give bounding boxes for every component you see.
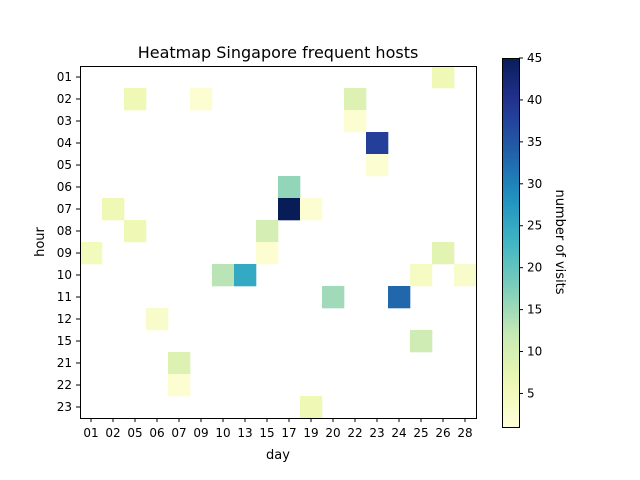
heatmap-cell: [80, 242, 103, 265]
x-tick-label: 15: [259, 426, 274, 440]
x-tick-label: 07: [171, 426, 186, 440]
x-tick-label: 05: [127, 426, 142, 440]
colorbar-tick-label: 30: [527, 177, 542, 191]
heatmap-cell: [432, 66, 455, 89]
colorbar-tick-label: 20: [527, 261, 542, 275]
heatmap-cell: [278, 198, 301, 221]
colorbar-gradient: [502, 58, 519, 427]
x-tick-label: 28: [457, 426, 472, 440]
heatmap-cell: [146, 308, 169, 331]
y-tick-label: 09: [57, 246, 72, 260]
x-tick-label: 13: [237, 426, 252, 440]
y-tick-label: 10: [57, 268, 72, 282]
heatmap-cell: [124, 88, 147, 111]
y-axis-label: hour: [33, 226, 48, 256]
chart-title: Heatmap Singapore frequent hosts: [138, 43, 419, 62]
colorbar-label: number of visits: [552, 189, 567, 294]
heatmap-cell: [432, 242, 455, 265]
colorbar-tick-label: 15: [527, 303, 542, 317]
heatmap-cell: [344, 88, 367, 111]
x-tick-label: 09: [193, 426, 208, 440]
heatmap-cell: [256, 220, 279, 243]
y-tick-label: 05: [57, 158, 72, 172]
heatmap-cell: [190, 88, 213, 111]
y-tick-label: 01: [57, 70, 72, 84]
y-tick-label: 04: [57, 136, 72, 150]
heatmap-cell: [366, 154, 389, 177]
colorbar-tick-label: 10: [527, 345, 542, 359]
heatmap-cell: [322, 286, 345, 309]
x-tick-label: 26: [435, 426, 450, 440]
y-tick-label: 15: [57, 334, 72, 348]
x-tick-label: 25: [413, 426, 428, 440]
y-tick-label: 06: [57, 180, 72, 194]
heatmap-cells: [80, 66, 477, 419]
y-tick-label: 08: [57, 224, 72, 238]
y-tick-label: 21: [57, 356, 72, 370]
y-tick-label: 11: [57, 290, 72, 304]
x-axis-ticks: 01 02 05 06 07 09 10 13 15 17 19 20 22 23 24 25 26 28: [83, 418, 473, 440]
colorbar-tick-label: 40: [527, 93, 542, 107]
x-tick-label: 17: [281, 426, 296, 440]
colorbar-frame: [502, 58, 520, 428]
heatmap-cell: [366, 132, 389, 155]
x-tick-label: 10: [215, 426, 230, 440]
heatmap-cell: [168, 352, 191, 375]
heatmap-cell: [124, 220, 147, 243]
x-tick-label: 01: [83, 426, 98, 440]
plot-frame: [80, 66, 477, 419]
y-axis-ticks: 01 02 03 04 05 06 07 08 09 10 11 12 15 21 22 23: [57, 70, 80, 414]
heatmap-cell: [410, 264, 433, 287]
x-tick-label: 20: [325, 426, 340, 440]
heatmap-cell: [168, 374, 191, 397]
y-tick-label: 03: [57, 114, 72, 128]
x-tick-label: 02: [105, 426, 120, 440]
colorbar-tick-label: 35: [527, 135, 542, 149]
y-tick-label: 22: [57, 378, 72, 392]
colorbar: 5 10 15 20 25 30 35 40 45: [502, 51, 542, 428]
heatmap-cell: [344, 110, 367, 133]
heatmap-cell: [278, 176, 301, 199]
colorbar-ticks: 5 10 15 20 25 30 35 40 45: [519, 51, 542, 400]
heatmap-cell: [300, 198, 323, 221]
y-tick-label: 07: [57, 202, 72, 216]
heatmap-cell: [410, 330, 433, 353]
y-tick-label: 12: [57, 312, 72, 326]
x-tick-label: 06: [149, 426, 164, 440]
heatmap-cell: [234, 264, 257, 287]
heatmap-cell: [388, 286, 411, 309]
y-tick-label: 02: [57, 92, 72, 106]
x-tick-label: 22: [347, 426, 362, 440]
x-tick-label: 24: [391, 426, 406, 440]
heatmap-cell: [454, 264, 477, 287]
x-axis-label: day: [266, 448, 290, 463]
colorbar-tick-label: 45: [527, 51, 542, 65]
heatmap-cell: [256, 242, 279, 265]
heatmap-cell: [102, 198, 125, 221]
colorbar-tick-label: 5: [527, 386, 535, 400]
heatmap-cell: [300, 396, 323, 419]
x-tick-label: 23: [369, 426, 384, 440]
colorbar-tick-label: 25: [527, 219, 542, 233]
x-tick-label: 19: [303, 426, 318, 440]
y-tick-label: 23: [57, 400, 72, 414]
heatmap-cell: [212, 264, 235, 287]
